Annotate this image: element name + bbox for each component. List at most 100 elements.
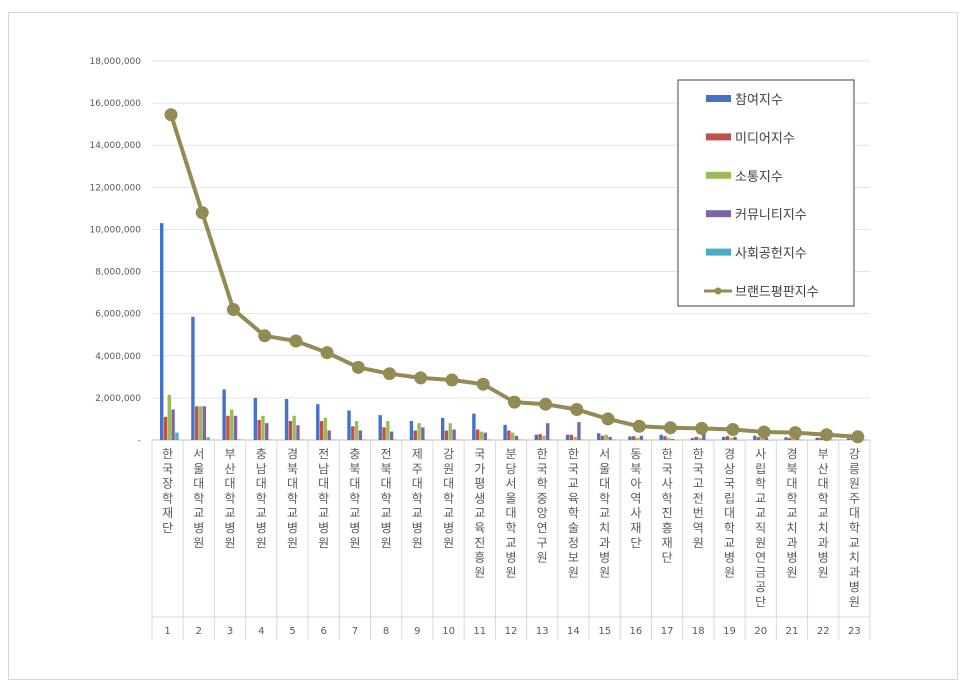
bar-사회공헌지수 (424, 439, 429, 441)
bar-사회공헌지수 (175, 432, 179, 440)
bar-사회공헌지수 (456, 439, 460, 441)
line-point (195, 206, 209, 220)
bar-미디어지수 (351, 426, 355, 440)
y-tick-label: 8,000,000 (95, 268, 141, 278)
bar-사회공헌지수 (549, 439, 554, 441)
bar-사회공헌지수 (237, 439, 242, 440)
legend-swatch (706, 133, 731, 141)
rank-label: 1 (164, 626, 170, 637)
bar-소통지수 (510, 432, 515, 440)
bar-참여지수 (721, 436, 726, 440)
bar-참여지수 (160, 223, 164, 440)
bar-커뮤니티지수 (327, 430, 331, 440)
bar-참여지수 (503, 424, 507, 440)
bar-소통지수 (698, 437, 702, 440)
bar-사회공헌지수 (331, 439, 335, 441)
y-tick-label: 2,000,000 (95, 394, 141, 404)
bar-참여지수 (472, 413, 476, 440)
bar-소통지수 (448, 423, 452, 440)
bar-참여지수 (284, 398, 289, 440)
bar-사회공헌지수 (643, 439, 647, 441)
bar-사회공헌지수 (612, 439, 616, 441)
bar-소통지수 (791, 438, 796, 440)
bar-소통지수 (417, 423, 421, 440)
rank-label: 6 (321, 626, 327, 637)
legend-swatch (706, 171, 731, 179)
bar-미디어지수 (819, 437, 823, 440)
bar-미디어지수 (663, 436, 667, 440)
bar-소통지수 (573, 436, 577, 440)
legend-label: 커뮤니티지수 (735, 208, 807, 223)
line-point (695, 421, 709, 435)
bar-참여지수 (253, 397, 258, 440)
rank-label: 3 (227, 626, 233, 637)
line-point (632, 419, 646, 433)
bar-커뮤니티지수 (608, 436, 612, 440)
rank-label: 4 (258, 626, 264, 637)
bar-소통지수 (635, 437, 640, 440)
rank-label: 21 (786, 626, 799, 637)
line-series (164, 108, 865, 444)
bar-커뮤니티지수 (546, 423, 550, 440)
bar-미디어지수 (195, 406, 199, 440)
bar-미디어지수 (226, 415, 230, 440)
bar-참여지수 (659, 434, 663, 440)
bar-미디어지수 (413, 430, 417, 440)
bar-커뮤니티지수 (577, 422, 581, 440)
bar-참여지수 (784, 437, 788, 440)
legend-swatch (706, 210, 731, 218)
line-point (507, 395, 521, 409)
bar-참여지수 (316, 404, 320, 440)
bar-커뮤니티지수 (483, 432, 487, 440)
bar-미디어지수 (319, 421, 324, 440)
line-point (445, 373, 459, 387)
bar-커뮤니티지수 (389, 431, 394, 440)
bar-커뮤니티지수 (639, 435, 644, 440)
bar-사회공헌지수 (393, 439, 398, 441)
rank-label: 13 (536, 626, 549, 637)
bar-미디어지수 (632, 436, 636, 440)
line-point (476, 377, 490, 391)
line-point (851, 430, 865, 444)
bar-커뮤니티지수 (795, 437, 800, 440)
bar-커뮤니티지수 (733, 436, 737, 440)
bar-소통지수 (198, 406, 203, 440)
bar-소통지수 (604, 434, 609, 440)
bar-사회공헌지수 (518, 439, 522, 441)
bar-미디어지수 (569, 434, 574, 440)
line-point (383, 367, 396, 381)
bar-소통지수 (760, 437, 765, 440)
bar-소통지수 (323, 417, 328, 440)
y-tick-label: 10,000,000 (89, 225, 141, 235)
bar-미디어지수 (538, 434, 542, 440)
bar-미디어지수 (257, 420, 261, 440)
bar-참여지수 (534, 434, 539, 440)
bar-미디어지수 (788, 437, 792, 440)
bar-소통지수 (542, 435, 546, 440)
line-point (226, 303, 240, 316)
line-point (539, 397, 553, 411)
bar-미디어지수 (756, 437, 761, 440)
line-point (601, 412, 615, 426)
bar-미디어지수 (163, 416, 168, 440)
rank-label: 2 (196, 626, 202, 637)
rank-label: 18 (692, 626, 705, 637)
bar-사회공헌지수 (705, 439, 710, 441)
bar-참여지수 (628, 436, 632, 440)
line-point (726, 423, 740, 436)
x-axis-categories: 한 국 장 학 재 단 1 서 울 대 학 교 병 원 2 부 산 대 학 교 병 원 3 충 남 대 학 교 병 원 4 경 북 대 학 교 병 원 5 전… (151, 440, 871, 640)
bar-사회공헌지수 (861, 439, 866, 441)
bar-사회공헌지수 (768, 439, 772, 441)
rank-label: 5 (289, 626, 295, 637)
legend-box (677, 79, 855, 307)
legend-label: 참여지수 (735, 93, 783, 108)
